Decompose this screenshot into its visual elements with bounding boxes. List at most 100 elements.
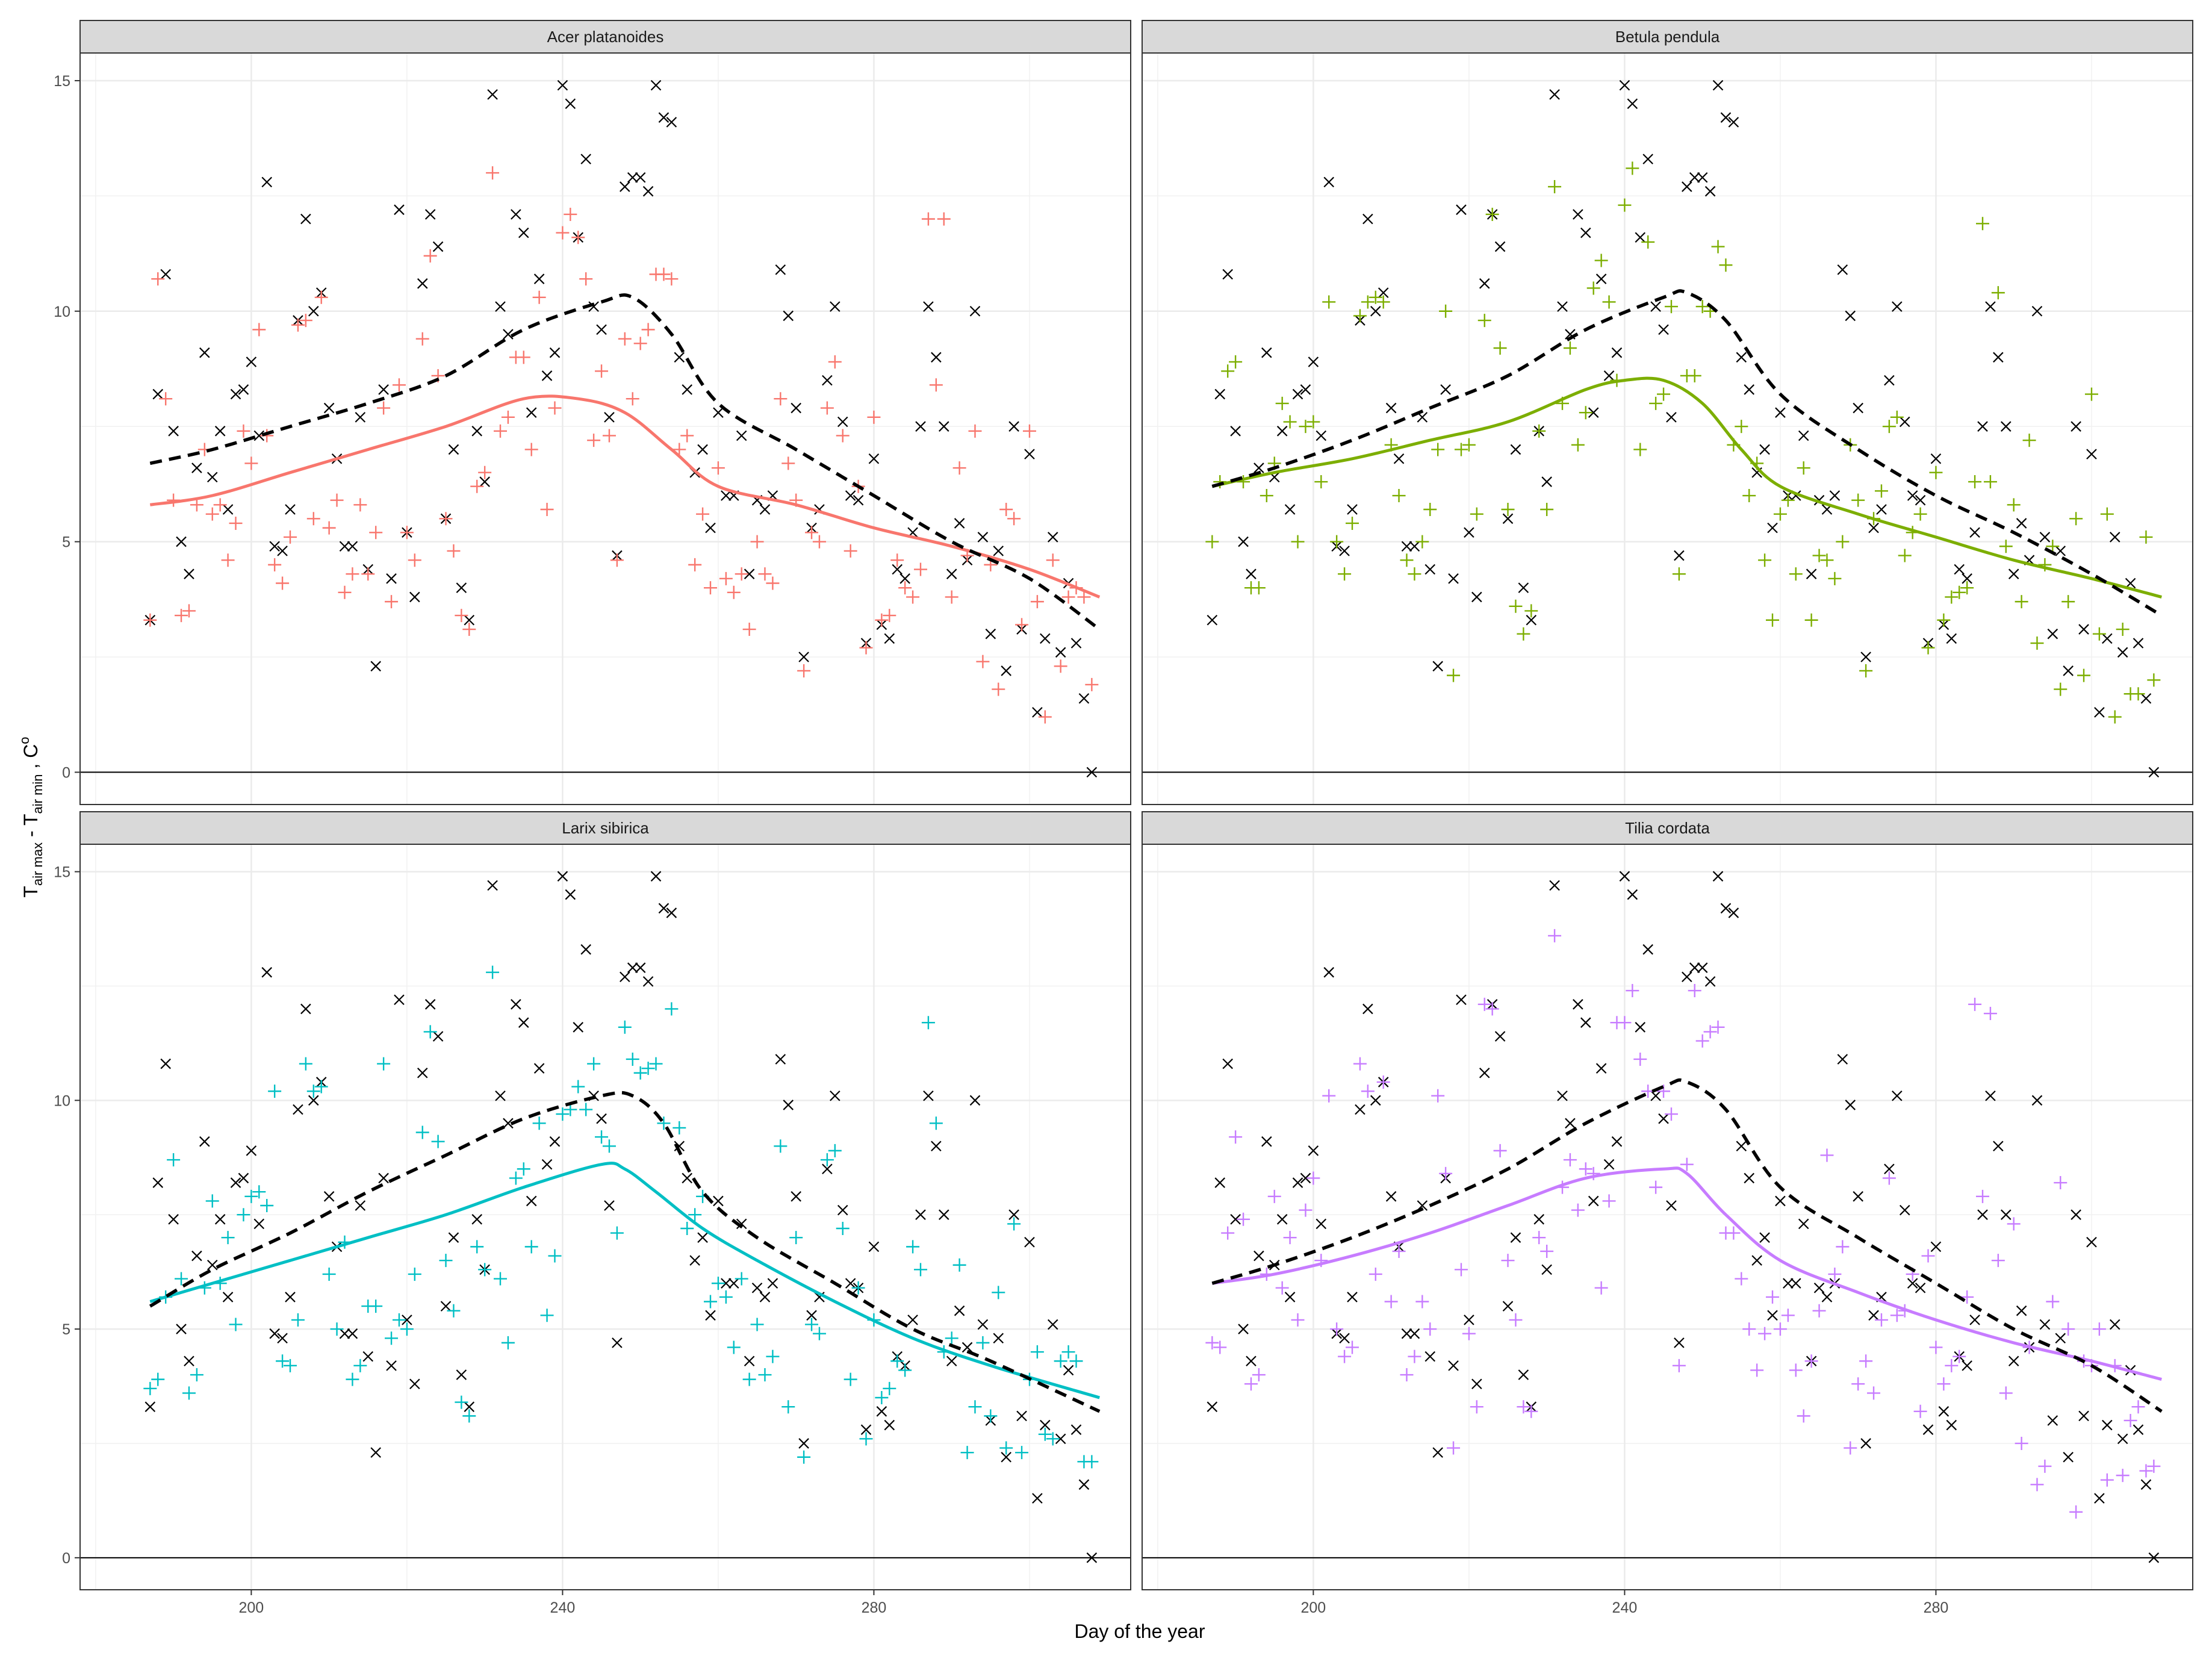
reference-point xyxy=(1518,1369,1529,1380)
species-point xyxy=(175,609,188,623)
reference-point xyxy=(977,1319,989,1330)
reference-point xyxy=(954,1305,965,1316)
reference-point xyxy=(1736,1141,1747,1152)
species-point xyxy=(1477,314,1491,328)
species-point xyxy=(540,502,554,516)
reference-point xyxy=(892,564,903,575)
reference-point xyxy=(347,1328,358,1339)
reference-point xyxy=(1993,352,2004,363)
species-point xyxy=(1626,984,1639,998)
species-point xyxy=(1517,627,1530,641)
species-point xyxy=(774,392,788,406)
species-point xyxy=(1205,1336,1219,1349)
species-point xyxy=(1968,475,1982,489)
species-point xyxy=(1229,355,1243,369)
species-point xyxy=(673,1121,686,1135)
reference-point xyxy=(658,112,670,123)
reference-point xyxy=(1969,1315,1980,1325)
species-point xyxy=(1423,502,1437,516)
species-point xyxy=(1415,1295,1429,1309)
reference-point xyxy=(2039,532,2051,543)
species-point xyxy=(805,1318,819,1331)
species-point xyxy=(1415,535,1429,549)
reference-point xyxy=(798,1438,809,1449)
species-point xyxy=(1275,1281,1289,1295)
species-point xyxy=(1485,1002,1499,1016)
reference-point xyxy=(168,1214,179,1225)
reference-point xyxy=(985,628,996,640)
species-point xyxy=(1618,198,1632,212)
species-point xyxy=(2100,1473,2114,1487)
species-point xyxy=(322,1267,336,1281)
species-point xyxy=(945,1331,958,1345)
reference-point xyxy=(1078,1479,1090,1490)
species-point xyxy=(517,350,530,364)
species-point xyxy=(1007,512,1021,526)
reference-point xyxy=(1868,522,1879,534)
species-point xyxy=(1960,1290,1974,1304)
species-point xyxy=(945,590,958,604)
reference-point xyxy=(386,1360,397,1371)
reference-smooth-line xyxy=(1211,289,2163,617)
reference-point xyxy=(1595,1063,1607,1074)
species-point xyxy=(423,1025,437,1039)
species-point xyxy=(1695,1034,1709,1048)
reference-point xyxy=(191,1250,202,1262)
reference-point xyxy=(1884,375,1895,386)
species-point xyxy=(1890,410,1904,424)
reference-point xyxy=(1276,426,1288,437)
reference-point xyxy=(246,356,257,367)
species-point xyxy=(439,512,453,526)
reference-point xyxy=(884,1419,895,1431)
reference-point xyxy=(1892,301,1903,312)
reference-point xyxy=(1510,1232,1521,1243)
species-point xyxy=(1322,1089,1336,1103)
species-point xyxy=(1244,1377,1258,1391)
panel-tilia-cordata: Tilia cordata 200 240 280 xyxy=(1142,811,2193,1616)
species-point xyxy=(447,544,461,558)
reference-point xyxy=(1619,79,1630,91)
reference-point xyxy=(557,871,568,882)
reference-point xyxy=(596,1113,607,1124)
reference-point xyxy=(1533,1214,1544,1225)
species-point xyxy=(595,1130,609,1144)
species-point xyxy=(400,1322,414,1336)
species-point xyxy=(595,364,609,378)
species-point xyxy=(299,1057,312,1071)
species-point xyxy=(1439,304,1453,318)
species-point xyxy=(1867,1386,1881,1400)
species-point xyxy=(968,1400,982,1414)
reference-point xyxy=(238,1172,249,1184)
y-title-sup: o xyxy=(17,736,32,744)
species-point xyxy=(1991,1254,2005,1268)
reference-point xyxy=(1448,1360,1459,1371)
reference-point xyxy=(674,1141,685,1152)
reference-point xyxy=(1432,661,1443,672)
species-point xyxy=(960,1446,974,1460)
species-point xyxy=(875,613,889,627)
species-point xyxy=(633,337,647,350)
species-point xyxy=(1804,613,1818,627)
reference-point xyxy=(199,347,210,358)
species-point xyxy=(1579,406,1592,420)
species-point xyxy=(688,558,702,571)
species-point xyxy=(322,521,336,535)
species-point xyxy=(1695,300,1709,314)
reference-point xyxy=(1946,1419,1957,1431)
reference-point xyxy=(370,1447,381,1458)
species-point xyxy=(284,530,297,544)
species-point xyxy=(1030,595,1044,609)
species-point xyxy=(1937,1377,1951,1391)
species-point xyxy=(929,378,943,392)
reference-point xyxy=(1456,994,1467,1006)
species-point xyxy=(1812,1304,1826,1318)
reference-point xyxy=(1907,490,1918,501)
y-tick-label: 10 xyxy=(54,303,70,320)
species-point xyxy=(2084,387,2098,401)
reference-point xyxy=(1845,1100,1856,1110)
reference-point xyxy=(620,181,630,192)
species-point xyxy=(1267,1189,1281,1203)
reference-point xyxy=(1024,449,1035,459)
reference-point xyxy=(2117,1433,2128,1445)
reference-point xyxy=(323,402,335,414)
